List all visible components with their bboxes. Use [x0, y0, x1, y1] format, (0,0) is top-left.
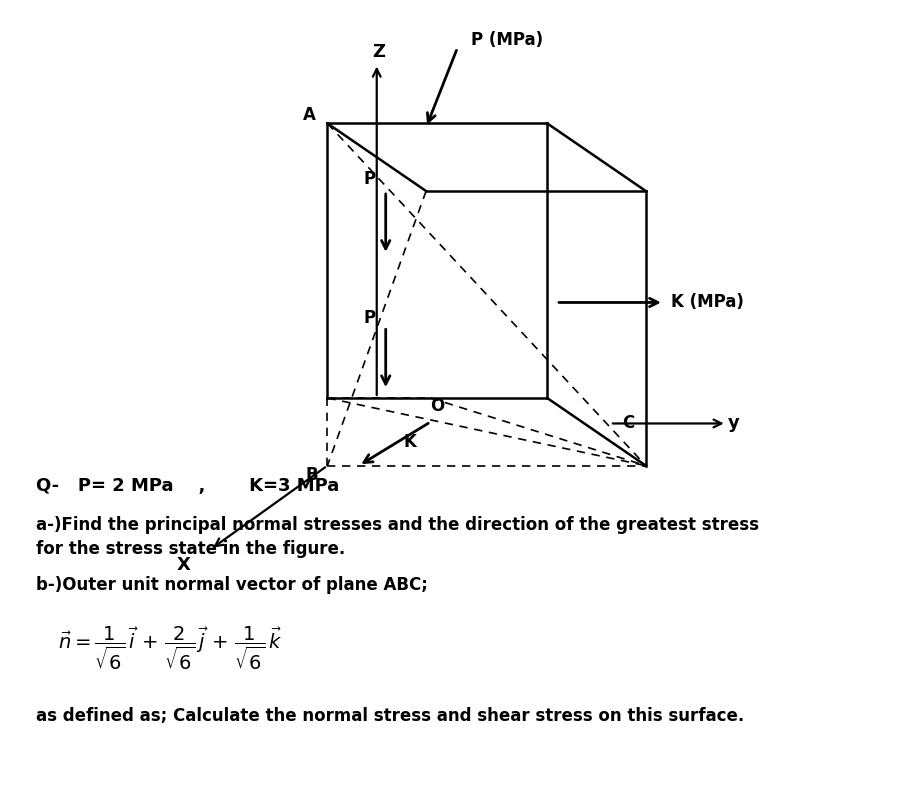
Text: B: B — [306, 466, 318, 484]
Text: C: C — [622, 415, 634, 432]
Text: K: K — [404, 433, 416, 451]
Text: O: O — [430, 397, 444, 415]
Text: Q-   P= 2 MPa    ,       K=3 MPa: Q- P= 2 MPa , K=3 MPa — [36, 477, 339, 494]
Text: P: P — [363, 310, 376, 327]
Text: a-)Find the principal normal stresses and the direction of the greatest stress: a-)Find the principal normal stresses an… — [36, 517, 759, 534]
Text: P: P — [363, 170, 376, 188]
Text: P (MPa): P (MPa) — [471, 31, 543, 49]
Text: y: y — [727, 415, 740, 432]
Text: b-)Outer unit normal vector of plane ABC;: b-)Outer unit normal vector of plane ABC… — [36, 576, 428, 594]
Text: for the stress state in the figure.: for the stress state in the figure. — [36, 540, 345, 558]
Text: X: X — [177, 556, 191, 574]
Text: Z: Z — [372, 43, 385, 60]
Text: as defined as; Calculate the normal stress and shear stress on this surface.: as defined as; Calculate the normal stre… — [36, 708, 745, 725]
Text: A: A — [303, 107, 316, 124]
Text: K (MPa): K (MPa) — [671, 294, 744, 311]
Text: $\vec{n} = \dfrac{1}{\sqrt{6}}\,\vec{i}\, +\, \dfrac{2}{\sqrt{6}}\,\vec{j}\, +\,: $\vec{n} = \dfrac{1}{\sqrt{6}}\,\vec{i}\… — [58, 625, 283, 673]
